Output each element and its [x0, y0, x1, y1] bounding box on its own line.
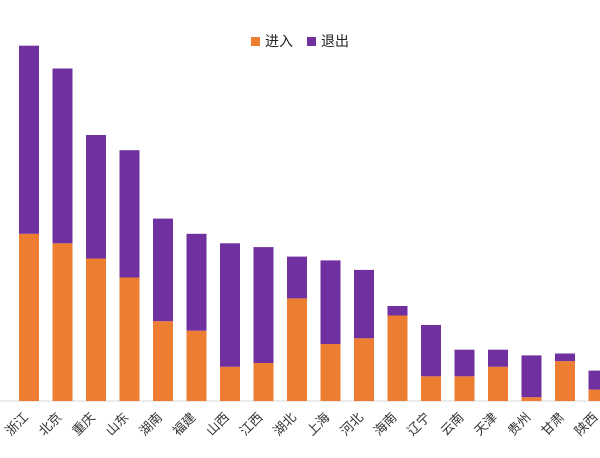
bar-exit-12	[421, 325, 441, 377]
bar-exit-9	[320, 260, 341, 344]
bar-entry-12	[421, 376, 441, 401]
bar-exit-4	[153, 218, 173, 322]
bar-exit-14	[488, 349, 508, 367]
bar-entry-9	[320, 344, 341, 401]
x-tick-label: 江西	[237, 410, 266, 439]
legend-swatch-exit	[307, 36, 316, 46]
chart-legend: 进入 退出	[0, 31, 600, 51]
x-tick-label: 重庆	[69, 410, 99, 440]
bar-exit-1	[52, 68, 73, 244]
bar-exit-17	[588, 370, 600, 390]
bar-entry-7	[253, 363, 274, 401]
x-tick-label: 福建	[170, 410, 199, 439]
x-tick-label: 贵州	[505, 410, 534, 439]
x-tick-label: 山西	[204, 410, 233, 439]
bar-entry-10	[354, 338, 374, 401]
bar-exit-16	[555, 353, 575, 362]
bar-entry-0	[19, 233, 39, 401]
x-tick-label: 上海	[304, 410, 333, 439]
bar-exit-13	[454, 349, 475, 377]
bar-entry-11	[387, 315, 408, 401]
bars-group	[19, 45, 600, 401]
bar-exit-15	[521, 355, 542, 398]
bar-entry-4	[153, 321, 173, 401]
bar-exit-2	[86, 135, 106, 259]
x-tick-label: 云南	[438, 410, 468, 440]
bar-entry-5	[186, 330, 207, 401]
bar-entry-3	[119, 277, 140, 401]
x-tick-label: 陕西	[572, 410, 600, 439]
x-tick-label: 北京	[36, 410, 65, 439]
x-tick-label: 河北	[338, 410, 367, 439]
bar-entry-8	[287, 298, 307, 401]
x-tick-label: 海南	[371, 410, 401, 440]
x-tick-label: 甘肃	[539, 410, 568, 439]
bar-entry-15	[521, 397, 542, 401]
bar-exit-7	[253, 247, 274, 363]
x-tick-label: 山东	[103, 410, 132, 439]
legend-item-exit: 退出	[307, 31, 349, 51]
x-tick-label: 湖北	[271, 410, 300, 439]
bar-exit-3	[119, 150, 140, 278]
x-tick-labels: 浙江 北京 重庆 山东 湖南 福建 山西 江西 湖北 上海 河北 海南 辽宁 云南 天津 贵州 甘肃 陕西	[3, 410, 600, 440]
bar-exit-8	[287, 256, 307, 299]
bar-entry-1	[52, 243, 73, 401]
legend-label-exit: 退出	[321, 34, 349, 50]
x-tick-label: 天津	[472, 410, 501, 439]
bar-entry-13	[454, 376, 475, 401]
bar-entry-16	[555, 361, 575, 401]
bar-exit-0	[19, 45, 39, 234]
bar-exit-11	[387, 306, 408, 316]
bar-exit-5	[186, 233, 207, 331]
x-tick-label: 浙江	[3, 410, 32, 439]
legend-swatch-entry	[251, 36, 260, 46]
bar-entry-2	[86, 258, 106, 401]
x-tick-label: 辽宁	[404, 410, 434, 440]
bar-entry-14	[488, 366, 508, 401]
bar-entry-17	[588, 389, 600, 401]
legend-label-entry: 进入	[265, 34, 293, 50]
bar-exit-10	[354, 269, 374, 339]
x-tick-label: 湖南	[136, 410, 166, 440]
bar-exit-6	[220, 243, 240, 367]
legend-item-entry: 进入	[251, 31, 293, 51]
bar-entry-6	[220, 366, 240, 401]
